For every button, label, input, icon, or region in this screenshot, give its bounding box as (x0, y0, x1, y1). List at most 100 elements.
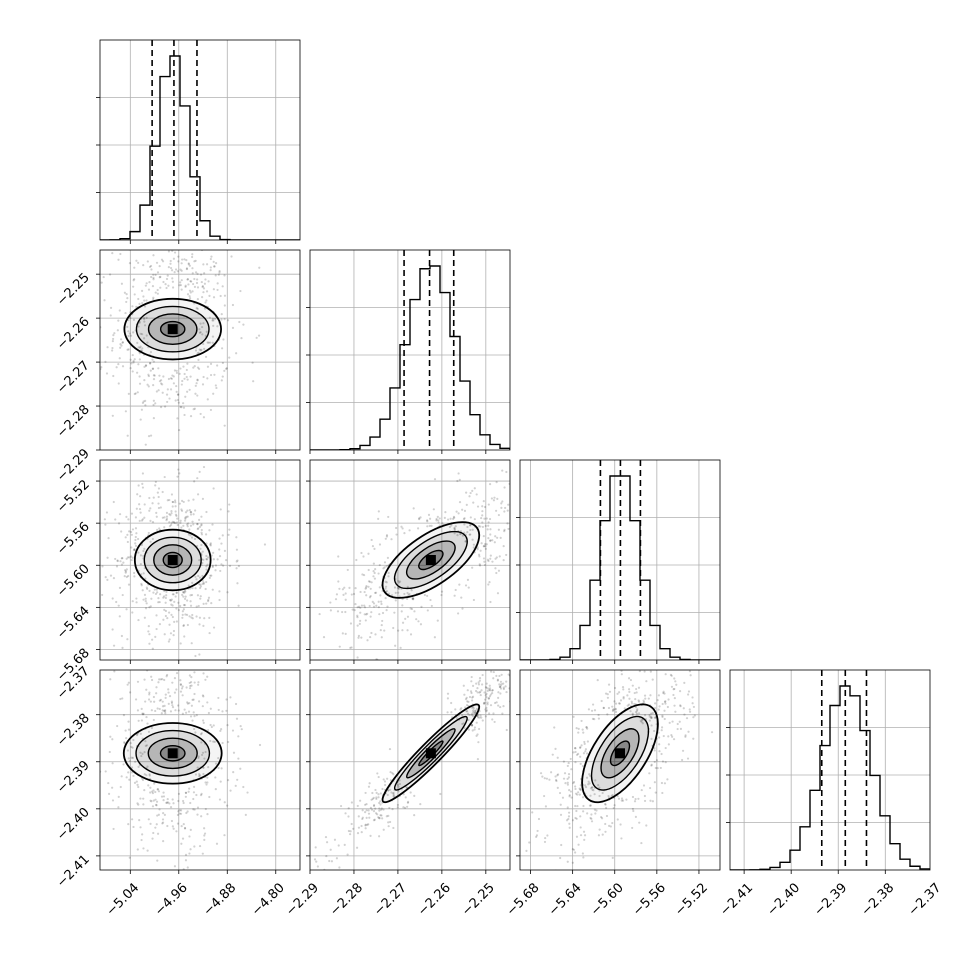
scatter-point (499, 684, 502, 687)
scatter-point (461, 714, 464, 717)
scatter-point (142, 803, 145, 806)
scatter-point (171, 681, 174, 684)
scatter-point (222, 338, 225, 341)
scatter-point (661, 702, 664, 706)
scatter-point (200, 515, 203, 518)
scatter-point (398, 782, 402, 786)
scatter-point (475, 721, 478, 724)
scatter-point (161, 383, 164, 386)
scatter-point (221, 361, 224, 365)
scatter-point (357, 826, 361, 829)
scatter-point (378, 817, 381, 820)
scatter-point (385, 815, 388, 818)
scatter-point (174, 709, 177, 712)
y-tick-label-1-4: −2.25 (54, 270, 93, 309)
scatter-point (170, 603, 173, 606)
scatter-point (682, 707, 685, 710)
scatter-point (127, 823, 130, 826)
scatter-point (128, 332, 131, 335)
scatter-point (374, 633, 377, 636)
scatter-point (168, 623, 171, 626)
scatter-point (185, 711, 188, 714)
scatter-point (151, 647, 154, 650)
scatter-point (177, 609, 180, 612)
scatter-point (489, 600, 492, 604)
scatter-point (111, 597, 114, 600)
scatter-point (173, 865, 177, 868)
scatter-point (506, 509, 509, 512)
scatter-point (546, 657, 548, 659)
scatter-point (139, 332, 142, 335)
scatter-point (567, 761, 570, 765)
scatter-point (692, 716, 695, 719)
scatter-point (485, 706, 488, 709)
scatter-point (201, 694, 205, 697)
scatter-point (597, 717, 601, 720)
scatter-point (170, 377, 174, 380)
scatter-point (138, 519, 141, 522)
scatter-point (524, 872, 526, 874)
x-tick-label-0-3: −4.80 (249, 880, 288, 919)
scatter-point (195, 578, 198, 581)
scatter-point (143, 320, 146, 323)
scatter-point (146, 245, 148, 247)
scatter-point (386, 793, 389, 797)
scatter-point (125, 776, 128, 779)
scatter-point (180, 633, 182, 635)
scatter-point (163, 526, 166, 529)
scatter-point (617, 663, 619, 665)
scatter-point (504, 506, 507, 510)
scatter-point (138, 507, 142, 511)
scatter-point (143, 547, 146, 550)
scatter-point (384, 597, 387, 600)
scatter-point (136, 848, 139, 851)
scatter-point (596, 667, 598, 669)
scatter-point (175, 369, 178, 372)
scatter-point (163, 608, 166, 611)
scatter-point (126, 540, 129, 544)
scatter-point (465, 491, 468, 494)
scatter-point (333, 838, 337, 841)
scatter-point (574, 785, 577, 788)
scatter-point (344, 812, 347, 815)
scatter-point (377, 600, 380, 603)
scatter-point (372, 562, 375, 565)
x-tick-label-3-2: −2.39 (812, 880, 851, 919)
scatter-point (196, 379, 199, 382)
scatter-point (582, 810, 585, 813)
scatter-point (393, 586, 397, 589)
scatter-point (485, 517, 488, 520)
scatter-point (383, 566, 386, 569)
scatter-point (664, 700, 667, 703)
scatter-point (170, 269, 174, 272)
scatter-point (627, 677, 631, 680)
scatter-point (406, 615, 410, 618)
scatter-point (156, 859, 159, 862)
scatter-point (207, 711, 210, 715)
scatter-point (201, 657, 203, 659)
scatter-point (543, 777, 546, 780)
scatter-point (443, 516, 446, 519)
scatter-point (152, 399, 155, 402)
scatter-point (184, 516, 187, 519)
scatter-point (209, 362, 213, 365)
scatter-point (144, 597, 147, 600)
scatter-point (175, 514, 178, 517)
scatter-point (467, 728, 471, 731)
contour-2-1-1 (406, 540, 456, 580)
scatter-point (475, 493, 478, 496)
scatter-point (383, 780, 387, 783)
scatter-point (198, 583, 201, 586)
scatter-point (648, 651, 650, 653)
scatter-point (212, 260, 215, 263)
scatter-point (364, 824, 367, 827)
scatter-point (186, 623, 189, 627)
scatter-point (488, 695, 492, 698)
scatter-point (590, 813, 593, 816)
scatter-point (129, 367, 132, 370)
scatter-point (214, 776, 217, 779)
scatter-point (196, 813, 199, 816)
scatter-point (464, 698, 468, 701)
scatter-point (197, 683, 200, 686)
scatter-point (151, 805, 155, 808)
